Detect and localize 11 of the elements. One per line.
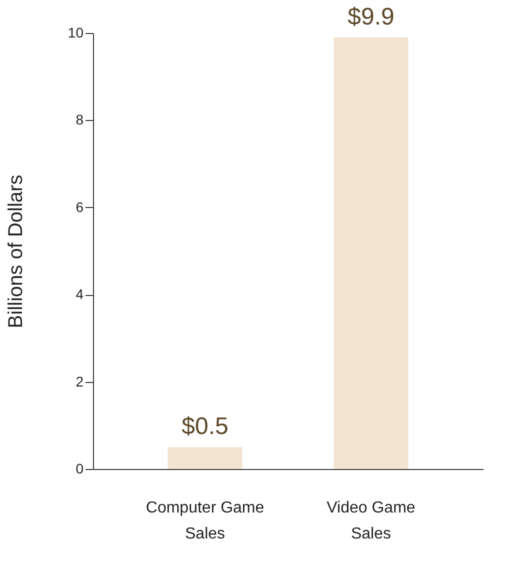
data-label: $9.9: [348, 3, 394, 30]
y-tick-label: 4: [76, 286, 84, 302]
y-tick-label: 10: [68, 24, 84, 40]
y-tick-label: 6: [76, 198, 84, 215]
x-tick-label: Computer Game Sales: [146, 500, 264, 542]
data-label: $0.5: [182, 413, 228, 440]
y-tick-label: 0: [76, 460, 84, 476]
y-tick-label: 8: [76, 112, 84, 128]
y-tick-label: 2: [76, 373, 84, 390]
y-axis-title: Billions of Dollars: [4, 174, 27, 328]
x-tick-label: Video Game Sales: [326, 500, 416, 542]
